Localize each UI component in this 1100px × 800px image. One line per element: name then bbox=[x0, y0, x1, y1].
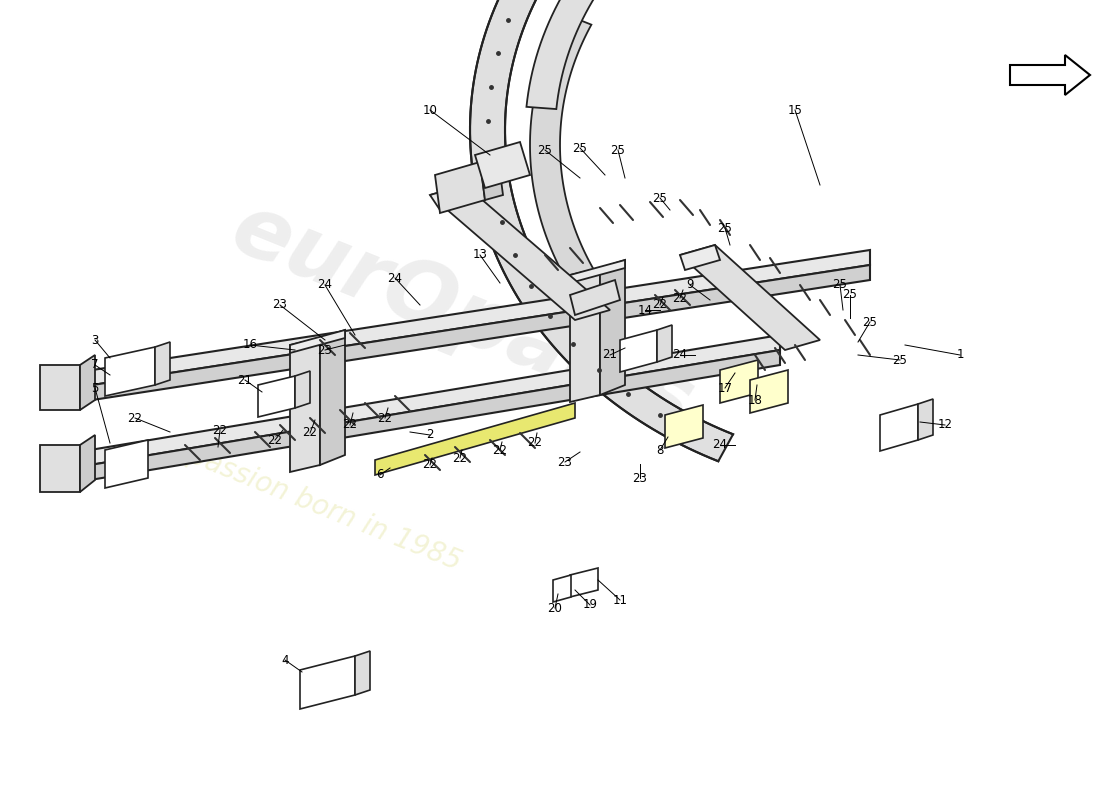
Text: 23: 23 bbox=[273, 298, 287, 311]
Polygon shape bbox=[300, 656, 355, 709]
Polygon shape bbox=[60, 350, 780, 485]
Polygon shape bbox=[750, 370, 788, 413]
Text: 22: 22 bbox=[212, 423, 228, 437]
Text: 10: 10 bbox=[422, 103, 438, 117]
Polygon shape bbox=[470, 0, 733, 462]
Polygon shape bbox=[320, 330, 345, 465]
Polygon shape bbox=[720, 360, 758, 403]
Text: 25: 25 bbox=[892, 354, 907, 366]
Polygon shape bbox=[80, 435, 95, 492]
Text: 22: 22 bbox=[302, 426, 318, 439]
Text: eurOparts: eurOparts bbox=[220, 187, 705, 448]
Text: 4: 4 bbox=[282, 654, 288, 666]
Polygon shape bbox=[60, 250, 870, 390]
Text: 22: 22 bbox=[528, 437, 542, 450]
Polygon shape bbox=[530, 14, 605, 300]
Text: 11: 11 bbox=[613, 594, 627, 606]
Text: 25: 25 bbox=[717, 222, 733, 234]
Polygon shape bbox=[570, 260, 625, 283]
Polygon shape bbox=[880, 404, 918, 451]
Text: 25: 25 bbox=[610, 143, 626, 157]
Polygon shape bbox=[155, 342, 170, 385]
Text: 23: 23 bbox=[318, 343, 332, 357]
Text: 25: 25 bbox=[652, 191, 668, 205]
Text: 7: 7 bbox=[91, 358, 99, 371]
Polygon shape bbox=[375, 403, 575, 475]
Polygon shape bbox=[430, 185, 475, 210]
Text: 22: 22 bbox=[652, 298, 668, 311]
Text: 25: 25 bbox=[862, 315, 878, 329]
Text: 22: 22 bbox=[422, 458, 438, 471]
Polygon shape bbox=[290, 338, 320, 472]
Text: 9: 9 bbox=[686, 278, 694, 291]
Polygon shape bbox=[475, 142, 530, 188]
Text: 25: 25 bbox=[843, 289, 857, 302]
Polygon shape bbox=[666, 405, 703, 448]
Text: 24: 24 bbox=[387, 271, 403, 285]
Polygon shape bbox=[40, 445, 80, 492]
Text: 18: 18 bbox=[748, 394, 762, 406]
Polygon shape bbox=[80, 355, 95, 410]
Text: 23: 23 bbox=[632, 471, 648, 485]
Polygon shape bbox=[600, 260, 625, 395]
Text: 24: 24 bbox=[713, 438, 727, 451]
Text: 23: 23 bbox=[558, 455, 572, 469]
Text: 20: 20 bbox=[548, 602, 562, 614]
Polygon shape bbox=[258, 376, 295, 417]
Text: 5: 5 bbox=[91, 382, 99, 394]
Text: 22: 22 bbox=[377, 411, 393, 425]
Polygon shape bbox=[1010, 55, 1090, 95]
Text: 25: 25 bbox=[573, 142, 587, 154]
Text: 24: 24 bbox=[672, 349, 688, 362]
Text: 22: 22 bbox=[672, 291, 688, 305]
Text: 25: 25 bbox=[833, 278, 847, 291]
Polygon shape bbox=[104, 347, 155, 396]
Polygon shape bbox=[657, 325, 672, 362]
Text: 17: 17 bbox=[717, 382, 733, 394]
Text: 1: 1 bbox=[956, 349, 964, 362]
Polygon shape bbox=[570, 568, 598, 597]
Text: 12: 12 bbox=[937, 418, 953, 431]
Polygon shape bbox=[434, 162, 485, 213]
Polygon shape bbox=[104, 440, 148, 488]
Text: 22: 22 bbox=[342, 418, 358, 431]
Text: 25: 25 bbox=[538, 143, 552, 157]
Text: 21: 21 bbox=[603, 349, 617, 362]
Text: 22: 22 bbox=[267, 434, 283, 446]
Text: 21: 21 bbox=[238, 374, 253, 386]
Polygon shape bbox=[680, 245, 720, 270]
Polygon shape bbox=[570, 280, 620, 315]
Text: 22: 22 bbox=[452, 451, 468, 465]
Text: a passion born in 1985: a passion born in 1985 bbox=[160, 431, 465, 576]
Text: 8: 8 bbox=[657, 443, 663, 457]
Polygon shape bbox=[430, 185, 610, 320]
Text: 19: 19 bbox=[583, 598, 597, 611]
Polygon shape bbox=[60, 335, 780, 470]
Polygon shape bbox=[918, 399, 933, 440]
Polygon shape bbox=[295, 371, 310, 408]
Text: 16: 16 bbox=[242, 338, 257, 351]
Polygon shape bbox=[570, 268, 600, 402]
Polygon shape bbox=[355, 651, 370, 695]
Polygon shape bbox=[620, 330, 657, 372]
Polygon shape bbox=[40, 365, 80, 410]
Polygon shape bbox=[60, 265, 870, 405]
Text: 13: 13 bbox=[473, 249, 487, 262]
Polygon shape bbox=[290, 330, 345, 353]
Text: 2: 2 bbox=[427, 429, 433, 442]
Text: 3: 3 bbox=[91, 334, 99, 346]
Text: 14: 14 bbox=[638, 303, 652, 317]
Text: 24: 24 bbox=[318, 278, 332, 291]
Polygon shape bbox=[680, 245, 820, 350]
Polygon shape bbox=[553, 575, 571, 602]
Polygon shape bbox=[480, 157, 503, 200]
Text: 6: 6 bbox=[376, 469, 384, 482]
Text: 22: 22 bbox=[128, 411, 143, 425]
Text: 15: 15 bbox=[788, 103, 802, 117]
Text: 22: 22 bbox=[493, 443, 507, 457]
Polygon shape bbox=[527, 0, 704, 109]
